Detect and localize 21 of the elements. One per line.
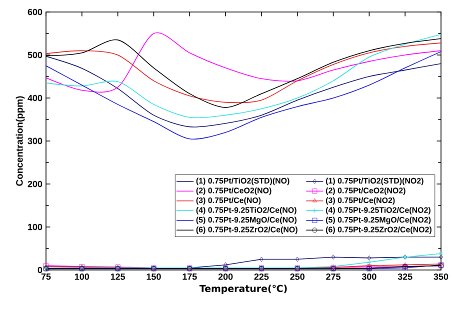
x-tick-label: 325 (398, 274, 412, 280)
y-tick-label: 400 (28, 94, 42, 102)
x-tick-label: 300 (362, 274, 376, 280)
x-tick-label: 125 (110, 274, 126, 280)
x-tick-label: 75 (41, 274, 51, 280)
x-tick-label: 150 (146, 274, 161, 280)
x-tick-label: 250 (290, 274, 304, 280)
y-axis-title: Concentration(ppm) (16, 96, 25, 186)
x-tick-label: 100 (74, 274, 90, 280)
x-tick-label: 350 (434, 274, 448, 280)
y-tick-label: 200 (28, 180, 42, 188)
y-tick-label: 0 (38, 266, 42, 274)
x-tick-label: 225 (254, 274, 269, 280)
y-tick-label: 300 (28, 138, 42, 144)
x-tick-label: 175 (182, 274, 197, 280)
y-tick-label: 600 (28, 8, 42, 16)
y-tick-label: 500 (28, 52, 42, 58)
x-tick-label: 275 (326, 274, 341, 280)
x-axis-title: Temperature(℃) (199, 284, 287, 294)
y-tick-label: 100 (28, 224, 42, 230)
x-tick-label: 200 (218, 274, 233, 280)
